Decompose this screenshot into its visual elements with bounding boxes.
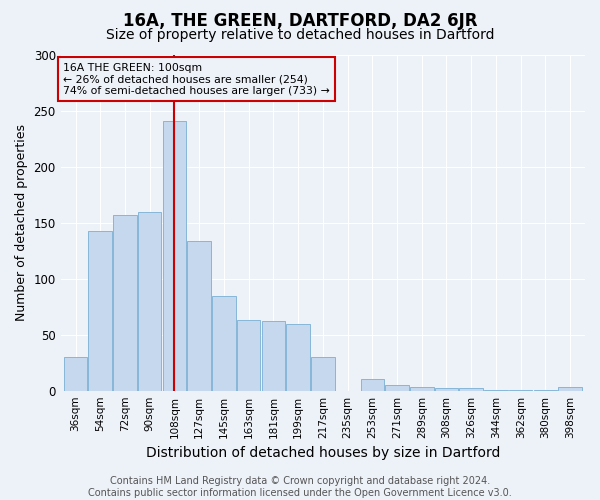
Bar: [64, 357, 87, 390]
Text: 16A, THE GREEN, DARTFORD, DA2 6JR: 16A, THE GREEN, DARTFORD, DA2 6JR: [123, 12, 477, 30]
Y-axis label: Number of detached properties: Number of detached properties: [15, 124, 28, 322]
Bar: [361, 380, 384, 390]
Bar: [187, 240, 211, 390]
Bar: [385, 385, 409, 390]
Bar: [559, 388, 582, 390]
Bar: [163, 121, 186, 390]
Bar: [311, 357, 335, 390]
X-axis label: Distribution of detached houses by size in Dartford: Distribution of detached houses by size …: [146, 446, 500, 460]
Bar: [88, 230, 112, 390]
Bar: [286, 324, 310, 390]
Bar: [212, 296, 236, 390]
Bar: [113, 215, 137, 390]
Bar: [237, 320, 260, 390]
Bar: [410, 388, 434, 390]
Text: Contains HM Land Registry data © Crown copyright and database right 2024.
Contai: Contains HM Land Registry data © Crown c…: [88, 476, 512, 498]
Text: 16A THE GREEN: 100sqm
← 26% of detached houses are smaller (254)
74% of semi-det: 16A THE GREEN: 100sqm ← 26% of detached …: [63, 63, 330, 96]
Text: Size of property relative to detached houses in Dartford: Size of property relative to detached ho…: [106, 28, 494, 42]
Bar: [138, 212, 161, 390]
Bar: [262, 322, 285, 390]
Bar: [460, 388, 483, 390]
Bar: [435, 388, 458, 390]
